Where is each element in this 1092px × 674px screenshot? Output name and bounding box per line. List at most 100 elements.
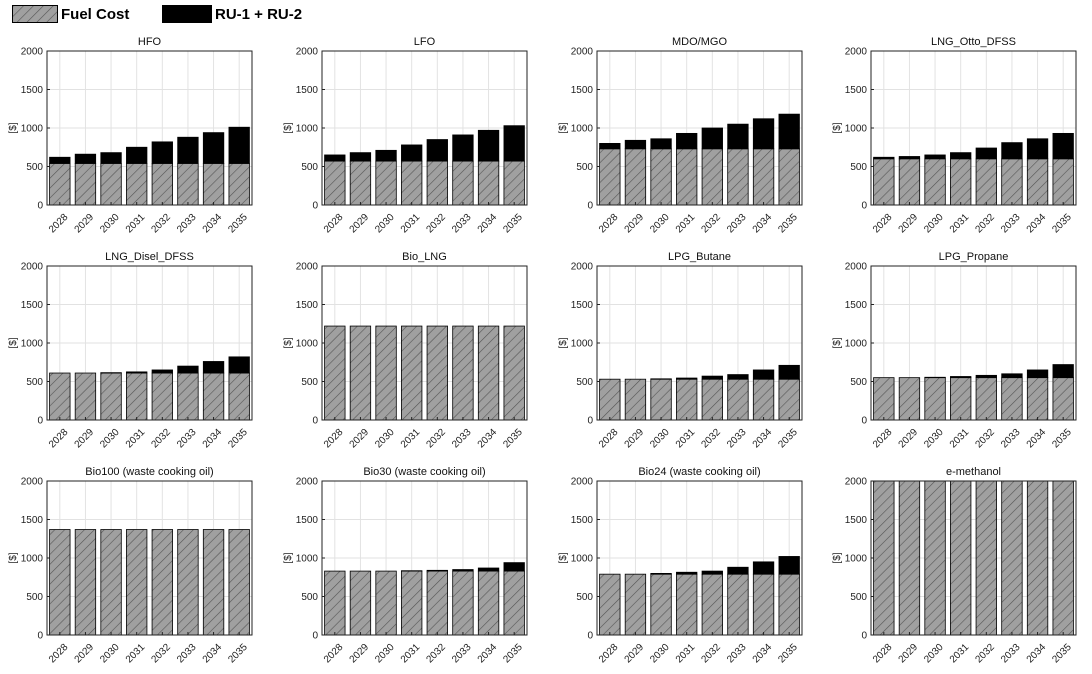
bar-fuel-cost <box>701 378 723 421</box>
y-tick-label: 500 <box>576 592 593 603</box>
x-tick-label: 2033 <box>725 642 749 666</box>
y-tick-label: 0 <box>37 631 43 642</box>
bar-ru <box>74 153 97 164</box>
x-tick-label: 2032 <box>699 212 723 236</box>
x-tick-label: 2028 <box>871 427 895 451</box>
x-tick-label: 2033 <box>175 212 199 236</box>
y-tick-label: 1000 <box>21 339 44 350</box>
bar-ru <box>727 123 749 150</box>
chart-title: MDO/MGO <box>672 36 727 48</box>
x-tick-label: 2034 <box>751 642 775 666</box>
bar-fuel-cost <box>599 378 621 421</box>
legend-label-ru: RU-1 + RU-2 <box>215 5 303 23</box>
chart-title: Bio30 (waste cooking oil) <box>363 466 485 478</box>
y-tick-label: 1000 <box>296 124 319 135</box>
x-tick-label: 2034 <box>201 642 225 666</box>
bar-ru <box>778 113 800 150</box>
x-tick-label: 2035 <box>226 427 250 451</box>
bar-ru <box>126 371 148 374</box>
bar-ru <box>924 154 946 160</box>
x-tick-label: 2033 <box>175 642 199 666</box>
bar-fuel-cost <box>177 372 199 421</box>
bar-fuel-cost <box>873 158 895 206</box>
bar-ru <box>950 376 972 379</box>
bar-fuel-cost <box>401 570 423 636</box>
x-tick-label: 2030 <box>922 642 946 666</box>
x-tick-label: 2032 <box>699 427 723 451</box>
bar-ru <box>426 569 448 572</box>
chart-title: LPG_Propane <box>939 251 1009 263</box>
bar-ru <box>503 562 525 572</box>
y-axis-label: [$] <box>8 122 19 133</box>
bar-fuel-cost <box>676 148 698 206</box>
x-tick-label: 2035 <box>501 642 525 666</box>
x-tick-label: 2035 <box>1050 212 1074 236</box>
bar-ru <box>1052 132 1074 160</box>
y-tick-label: 1500 <box>845 515 868 526</box>
bar-ru <box>1001 142 1023 160</box>
y-tick-label: 1000 <box>571 124 594 135</box>
x-tick-label: 2028 <box>597 427 621 451</box>
y-tick-label: 1000 <box>845 124 868 135</box>
x-tick-label: 2035 <box>776 642 800 666</box>
bar-ru <box>375 149 397 162</box>
bar-ru <box>426 139 448 162</box>
bar-fuel-cost <box>228 372 250 421</box>
bar-fuel-cost <box>426 160 448 206</box>
bar-fuel-cost <box>49 529 71 636</box>
y-tick-label: 1000 <box>21 124 44 135</box>
bar-fuel-cost <box>503 160 525 206</box>
bar-ru <box>873 156 895 160</box>
bar-fuel-cost <box>898 480 921 636</box>
bar-fuel-cost <box>151 529 173 636</box>
x-tick-label: 2029 <box>623 427 647 451</box>
bar-fuel-cost <box>324 325 346 421</box>
bar-fuel-cost <box>752 378 775 421</box>
bar-ru <box>324 154 346 162</box>
x-tick-label: 2035 <box>226 642 250 666</box>
bar-ru <box>1052 364 1074 379</box>
y-tick-label: 1500 <box>845 85 868 96</box>
y-tick-label: 500 <box>301 162 318 173</box>
y-tick-label: 500 <box>301 592 318 603</box>
bar-fuel-cost <box>873 377 895 421</box>
x-tick-label: 2029 <box>348 212 372 236</box>
bar-fuel-cost <box>228 529 250 636</box>
bar-fuel-cost <box>599 573 621 636</box>
x-tick-label: 2031 <box>948 642 972 666</box>
bar-fuel-cost <box>74 372 97 421</box>
bar-ru <box>100 152 122 164</box>
legend-item-ru: RU-1 + RU-2 <box>162 4 302 24</box>
y-tick-label: 1500 <box>296 85 319 96</box>
chart-panel-3: 0 500 1000 1500 2000 2028 2029 2030 2031 2032 2033… <box>832 36 1077 236</box>
y-tick-label: 2000 <box>21 477 44 488</box>
x-tick-label: 2031 <box>674 212 698 236</box>
y-axis-label: [$] <box>832 122 843 133</box>
bar-fuel-cost <box>151 163 173 206</box>
y-tick-label: 1500 <box>296 515 319 526</box>
bar-fuel-cost <box>1052 377 1074 421</box>
x-tick-label: 2032 <box>424 427 448 451</box>
legend-swatch-fuel-cost <box>12 5 58 23</box>
bar-fuel-cost <box>924 158 946 206</box>
y-tick-label: 0 <box>861 631 867 642</box>
bar-fuel-cost <box>676 378 698 421</box>
x-tick-label: 2030 <box>98 212 122 236</box>
bar-fuel-cost <box>950 377 972 421</box>
x-tick-label: 2034 <box>476 427 500 451</box>
x-tick-label: 2034 <box>1025 427 1049 451</box>
x-tick-label: 2030 <box>98 642 122 666</box>
bar-fuel-cost <box>126 163 148 206</box>
bar-ru <box>701 570 723 575</box>
bar-fuel-cost <box>650 148 672 206</box>
x-tick-label: 2033 <box>999 642 1023 666</box>
bar-ru <box>151 141 173 164</box>
y-tick-label: 2000 <box>571 262 594 273</box>
x-tick-label: 2034 <box>476 212 500 236</box>
x-tick-label: 2034 <box>751 212 775 236</box>
bar-fuel-cost <box>727 148 749 206</box>
y-tick-label: 500 <box>850 377 867 388</box>
bar-fuel-cost <box>873 480 895 636</box>
y-tick-label: 0 <box>37 201 43 212</box>
